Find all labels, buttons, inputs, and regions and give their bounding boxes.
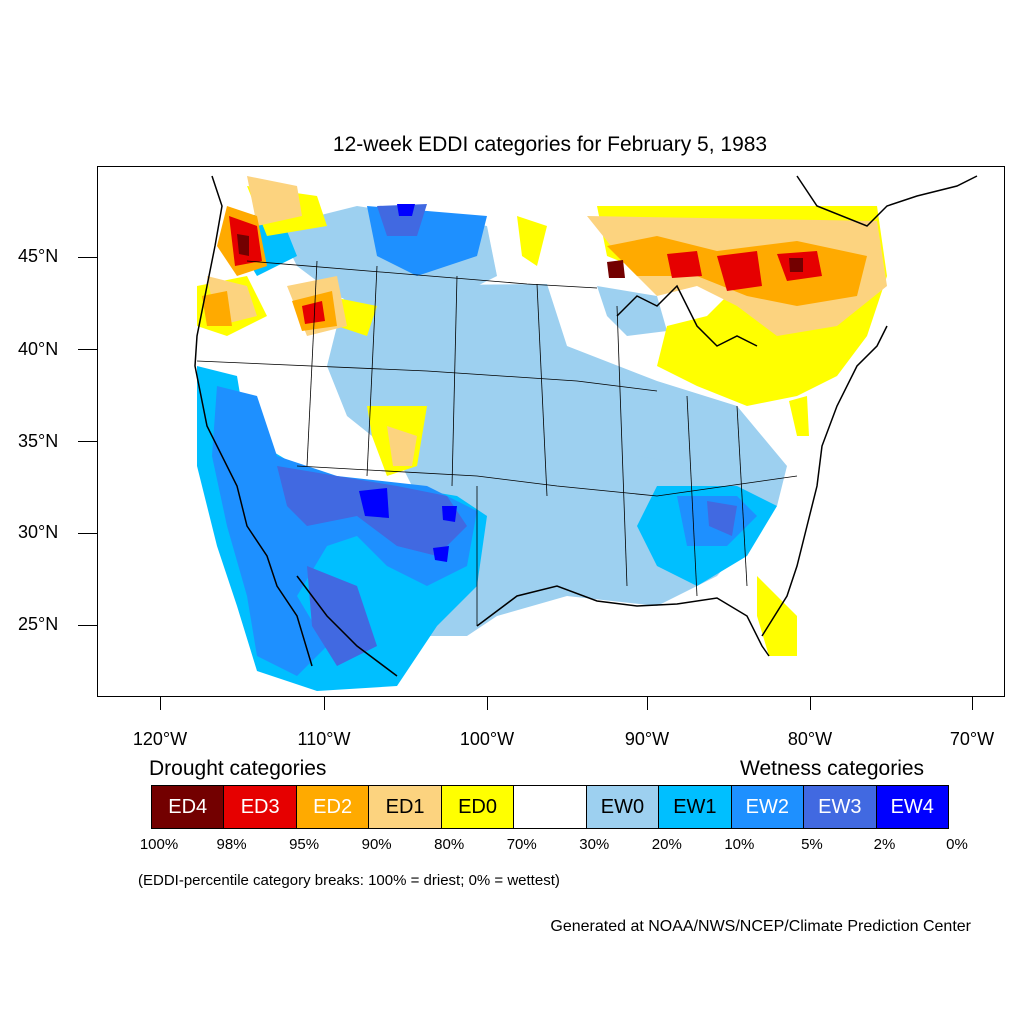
- lon-tick-90: [647, 696, 648, 710]
- legend-cell-ew1: EW1: [659, 786, 732, 828]
- ed4-regions: [237, 234, 803, 278]
- legend-percentile-label: 5%: [801, 836, 823, 853]
- coastlines: [194, 175, 978, 677]
- wetness-categories-heading: Wetness categories: [740, 757, 925, 780]
- drought-categories-heading: Drought categories: [149, 757, 327, 780]
- legend-percentile-label: 80%: [434, 836, 465, 853]
- map-title: 12-week EDDI categories for February 5, …: [332, 133, 768, 156]
- legend-percentile-label: 95%: [289, 836, 320, 853]
- lon-label-80: 80°W: [787, 729, 833, 749]
- legend-cell-normal: [514, 786, 587, 828]
- legend-percentile-label: 90%: [361, 836, 392, 853]
- lat-label-40: 40°N: [18, 339, 59, 359]
- lon-label-70: 70°W: [949, 729, 995, 749]
- lat-tick-35: [78, 441, 97, 442]
- lat-tick-40: [78, 349, 97, 350]
- lat-label-25: 25°N: [18, 614, 59, 634]
- legend-cell-ed1: ED1: [369, 786, 442, 828]
- legend-percentile-label: 2%: [873, 836, 896, 853]
- lon-label-120: 120°W: [132, 729, 188, 749]
- legend-percentile-label: 70%: [506, 836, 537, 853]
- legend-cell-ew2: EW2: [731, 786, 805, 828]
- ew4-regions: [359, 204, 457, 562]
- legend-cell-ed2: ED2: [296, 786, 370, 828]
- credit-line: Generated at NOAA/NWS/NCEP/Climate Predi…: [550, 918, 971, 935]
- lat-label-30: 30°N: [18, 522, 59, 542]
- lon-label-100: 100°W: [459, 729, 515, 749]
- legend-cell-ed3: ED3: [224, 786, 297, 828]
- lon-tick-100: [487, 696, 488, 710]
- lat-label-35: 35°N: [18, 431, 59, 451]
- lon-label-90: 90°W: [624, 729, 670, 749]
- legend-percentile-label: 30%: [579, 836, 610, 853]
- lat-tick-25: [78, 625, 97, 626]
- lat-label-45: 45°N: [18, 246, 59, 266]
- lon-tick-110: [324, 696, 325, 710]
- ed3-regions: [229, 216, 822, 324]
- legend-colorbar: ED4 ED3 ED2 ED1 ED0 EW0 EW1 EW2 EW3 EW4: [151, 785, 949, 829]
- legend-cell-ed0: ED0: [441, 786, 515, 828]
- legend-cell-ew4: EW4: [876, 786, 948, 828]
- legend-cell-ew3: EW3: [804, 786, 877, 828]
- ew3-regions: [277, 204, 737, 666]
- lat-tick-30: [78, 533, 97, 534]
- legend-percentile-label: 98%: [216, 836, 247, 853]
- category-breaks-note: (EDDI-percentile category breaks: 100% =…: [138, 872, 560, 889]
- map-plot-area: [97, 166, 1004, 696]
- lat-tick-45: [78, 257, 97, 258]
- state-borders: [196, 260, 798, 626]
- legend-percentile-label: 20%: [651, 836, 682, 853]
- lon-tick-70: [972, 696, 973, 710]
- lon-tick-80: [810, 696, 811, 710]
- legend-percentile-label: 100%: [139, 836, 179, 853]
- lon-label-110: 110°W: [297, 729, 351, 749]
- legend-percentile-label: 10%: [724, 836, 755, 853]
- legend-cell-ed4: ED4: [152, 786, 225, 828]
- lon-tick-120: [160, 696, 161, 710]
- legend-percentile-label: 0%: [946, 836, 968, 853]
- legend-cell-ew0: EW0: [586, 786, 660, 828]
- eddi-map: [97, 166, 1004, 696]
